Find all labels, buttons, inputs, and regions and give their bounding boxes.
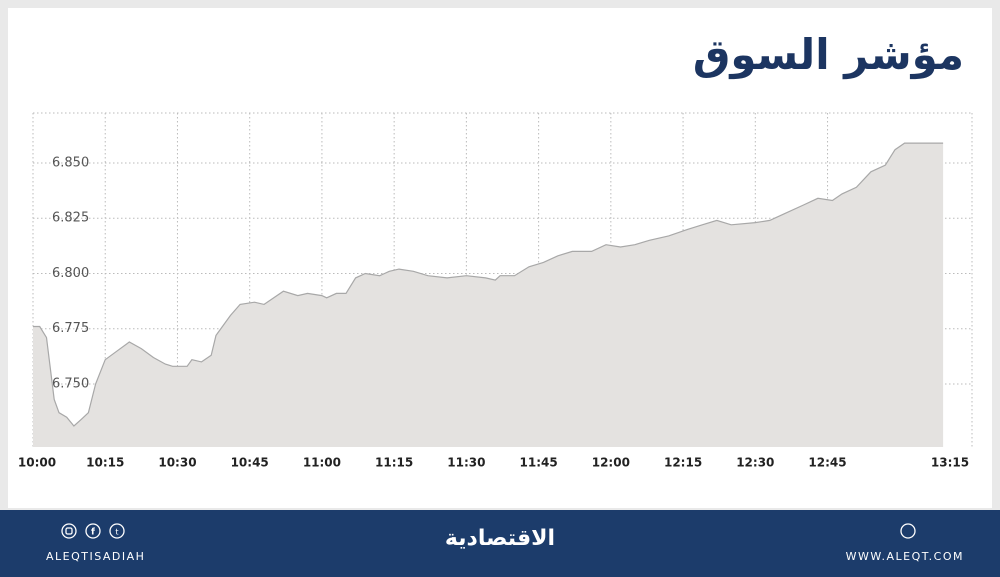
y-tick-label: 6.825	[52, 211, 89, 226]
logo: الاقتصادية	[444, 526, 556, 551]
x-tick-label: 11:45	[520, 456, 558, 470]
x-tick-label: 13:15	[931, 456, 969, 470]
x-tick-label: 10:15	[86, 456, 124, 470]
social-handle: ALEQTISADIAH	[46, 550, 146, 563]
x-tick-label: 10:30	[158, 456, 196, 470]
x-tick-label: 11:15	[375, 456, 413, 470]
footer-icons: f t	[61, 523, 916, 539]
svg-text:t: t	[115, 528, 118, 537]
chart: 6.750 6.775 6.800 6.825 6.850 10:00 10:15 10:30…	[18, 112, 973, 470]
y-tick-label: 6.850	[52, 155, 89, 170]
y-tick-label: 6.775	[52, 321, 89, 336]
x-tick-label: 10:00	[18, 456, 56, 470]
footer: f t ALEQTISADIAH الاقتصادية WWW.ALEQT.CO…	[0, 510, 1000, 577]
area-fill	[33, 143, 944, 447]
x-tick-label: 11:30	[447, 456, 485, 470]
x-tick-label: 12:45	[808, 456, 846, 470]
x-tick-label: 12:00	[592, 456, 630, 470]
x-tick-label: 10:45	[231, 456, 269, 470]
area-line	[33, 142, 944, 427]
x-tick-label: 12:15	[664, 456, 702, 470]
chart-title: مؤشر السوق	[692, 30, 964, 79]
y-tick-label: 6.800	[52, 266, 89, 281]
x-tick-label: 11:00	[303, 456, 341, 470]
x-tick-label: 12:30	[736, 456, 774, 470]
svg-text:f: f	[91, 528, 95, 538]
website: WWW.ALEQT.COM	[845, 550, 964, 563]
y-tick-label: 6.750	[52, 377, 89, 392]
